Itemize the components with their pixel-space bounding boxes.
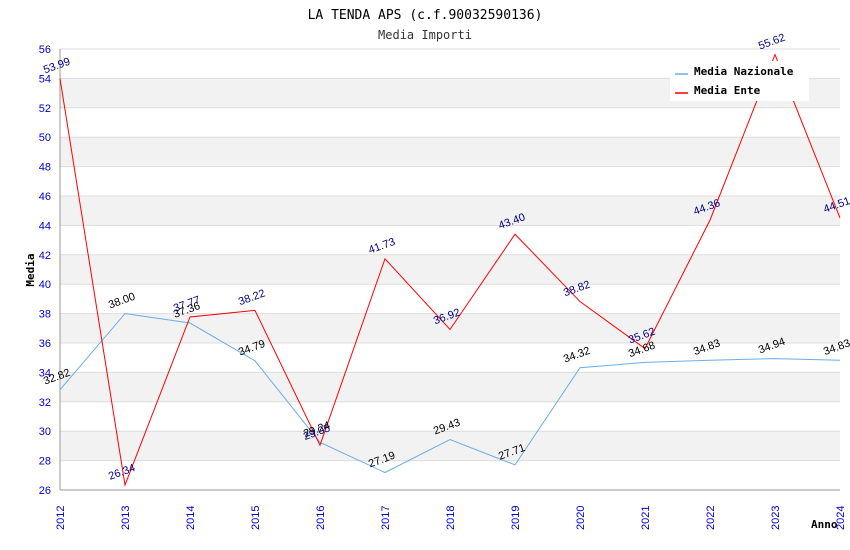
y-axis-ticks: 26 28 30 32 34 36 38 40 42 44 46 48 50 52 54 56	[39, 44, 51, 497]
y-tick-label: 50	[39, 132, 51, 144]
data-label-media-ente: 26.34	[107, 462, 137, 483]
y-tick-label: 32	[39, 397, 51, 409]
data-label-media-nazionale: 34.32	[562, 345, 592, 366]
y-tick-label: 40	[39, 279, 51, 291]
data-label-media-ente: 41.73	[367, 236, 397, 257]
x-tick-label: 2013	[120, 506, 132, 530]
grid-band	[60, 313, 840, 343]
series-line-media-nazionale	[59, 313, 841, 474]
y-tick-label: 44	[39, 220, 51, 232]
y-tick-label: 48	[39, 162, 51, 174]
grid-band	[60, 137, 840, 167]
series-lines	[59, 53, 841, 487]
grid-band	[60, 431, 840, 461]
data-label-media-ente: 53.99	[42, 56, 72, 77]
x-tick-label: 2018	[445, 506, 457, 530]
x-axis-label: Anno	[811, 518, 838, 531]
x-axis-ticks: 2012 2013 2014 2015 2016 2017 2018 2019 2020 2021…	[55, 506, 847, 530]
plot-background-bands	[60, 78, 840, 461]
x-tick-label: 2014	[185, 506, 197, 530]
y-axis-label: Media	[24, 253, 37, 286]
grid-band	[60, 254, 840, 285]
chart-subtitle: Media Importi	[378, 28, 472, 42]
y-tick-label: 42	[39, 250, 51, 262]
y-tick-label: 46	[39, 191, 51, 203]
y-tick-label: 26	[39, 485, 51, 497]
grid-band	[60, 196, 840, 226]
y-tick-label: 52	[39, 103, 51, 115]
chart-title: LA TENDA APS (c.f.90032590136)	[308, 8, 543, 23]
series-line-media-ente	[59, 53, 841, 487]
x-tick-label: 2016	[315, 506, 327, 530]
x-tick-label: 2012	[55, 506, 67, 530]
x-tick-label: 2020	[575, 506, 587, 530]
y-tick-label: 54	[39, 73, 51, 85]
y-tick-label: 38	[39, 309, 51, 321]
x-tick-label: 2023	[770, 506, 782, 530]
x-tick-label: 2024	[835, 506, 847, 530]
x-tick-label: 2017	[380, 506, 392, 530]
gridlines	[60, 48, 840, 491]
legend: Media Nazionale Media Ente	[670, 61, 809, 101]
data-label-media-ente: 38.22	[237, 287, 267, 308]
y-tick-label: 36	[39, 338, 51, 350]
y-tick-label: 56	[39, 44, 51, 56]
legend-box	[670, 61, 809, 101]
grid-band	[60, 372, 840, 402]
x-tick-label: 2022	[705, 506, 717, 530]
y-tick-label: 30	[39, 426, 51, 438]
y-tick-label: 28	[39, 456, 51, 468]
x-tick-label: 2015	[250, 506, 262, 530]
x-tick-label: 2019	[510, 506, 522, 530]
legend-label-media-ente: Media Ente	[694, 84, 761, 97]
legend-label-media-nazionale: Media Nazionale	[694, 65, 794, 78]
y-tick-label: 34	[39, 367, 51, 379]
x-tick-label: 2021	[640, 506, 652, 530]
data-label-media-nazionale: 38.00	[107, 291, 137, 312]
